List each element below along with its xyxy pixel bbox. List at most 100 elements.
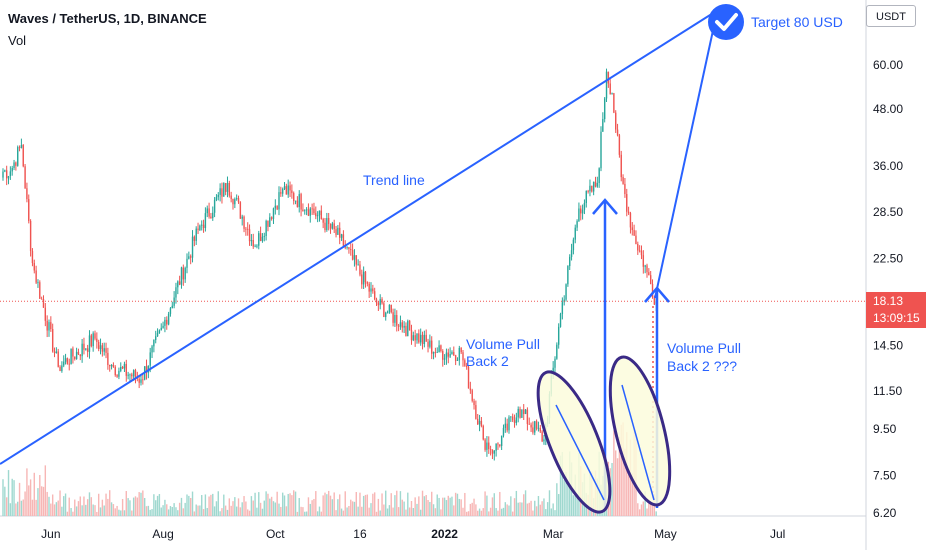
volume-bar [394, 495, 396, 516]
volume-bar [145, 506, 148, 516]
candle-body [94, 333, 96, 339]
volume-bar [272, 501, 275, 516]
candle-body [50, 322, 52, 330]
candle-body [418, 333, 420, 343]
candle-body [396, 315, 398, 326]
volume-bar [85, 504, 87, 516]
volume-bar [390, 493, 392, 516]
candle-body [42, 299, 45, 308]
candle-body [175, 287, 177, 298]
candle-body [557, 326, 560, 345]
volume-bar [158, 494, 161, 516]
candle-body [366, 282, 369, 284]
volume-bar [31, 499, 34, 516]
volume-bar [274, 502, 277, 516]
candle-body [627, 211, 630, 214]
candle-body [226, 182, 229, 192]
volume-bar [405, 509, 407, 516]
volume-bar [269, 498, 271, 516]
volume-bar [554, 510, 556, 516]
candle-body [28, 199, 30, 221]
candle-body [497, 443, 499, 445]
candle-body [633, 230, 635, 236]
volume-bar [259, 502, 262, 516]
volume-bar [337, 499, 339, 516]
candle-body [331, 223, 334, 229]
candle-body [377, 302, 380, 306]
volume-bar [298, 498, 300, 516]
candle-body [592, 181, 595, 192]
volume-bar [429, 501, 431, 516]
trend-line [0, 9, 719, 465]
volume-bar [291, 495, 293, 516]
volume-bar [432, 504, 435, 516]
candle-body [294, 200, 297, 202]
volume-bar [548, 490, 551, 516]
volume-bar [493, 493, 495, 516]
volume-bar [471, 502, 473, 516]
candle-body [499, 444, 501, 446]
currency-badge[interactable]: USDT [866, 5, 916, 27]
candle-body [156, 332, 159, 337]
volume-bar [219, 511, 221, 516]
candle-body [486, 442, 488, 450]
candle-body [460, 347, 462, 353]
candle-body [392, 312, 394, 323]
volume-bar [386, 508, 389, 516]
volume-bar [565, 471, 567, 516]
candle-body [215, 197, 218, 200]
candle-body [278, 192, 280, 210]
volume-bar [131, 510, 133, 516]
candle-body [425, 334, 427, 342]
candle-body [35, 270, 37, 283]
time-tick-label: 2022 [431, 527, 458, 541]
candle-body [324, 222, 326, 231]
candle-body [202, 224, 205, 229]
candle-body [51, 329, 54, 352]
candle-body [373, 291, 376, 300]
volume-bar [254, 492, 256, 516]
candle-body [140, 379, 142, 383]
candle-body [285, 186, 288, 195]
volume-bar [327, 490, 330, 516]
candle-body [622, 177, 624, 184]
candle-body [9, 171, 12, 176]
candle-body [259, 233, 262, 242]
current-price-tag: 18.13 13:09:15 [866, 292, 926, 328]
volume-bar [465, 511, 468, 516]
volume-bar [626, 432, 628, 516]
volume-bar [473, 498, 475, 516]
candle-body [230, 195, 232, 199]
candle-body [184, 267, 186, 280]
volume-bar [361, 506, 363, 516]
candle-body [438, 345, 440, 353]
candle-body [171, 305, 173, 309]
candle-body [458, 347, 461, 361]
candle-body [346, 247, 348, 248]
volume-bar [239, 507, 242, 516]
candle-body [193, 236, 196, 241]
price-tick-label: 60.00 [873, 58, 903, 72]
candle-body [342, 234, 345, 246]
volume-bar [300, 506, 302, 516]
volume-bar [276, 491, 278, 516]
volume-bar [486, 495, 488, 516]
candle-body [607, 71, 610, 84]
candle-body [401, 322, 403, 328]
volume-bar [217, 491, 219, 516]
candle-body [559, 313, 562, 327]
volume-bar [510, 496, 512, 516]
candle-body [177, 281, 179, 288]
volume-bar [86, 499, 89, 516]
volume-bar [559, 455, 562, 516]
volume-bar [169, 506, 172, 516]
volume-bar [478, 508, 481, 516]
volume-bar [142, 490, 144, 516]
volume-bar [18, 482, 21, 516]
candle-body [523, 409, 525, 414]
volume-bar [289, 493, 291, 516]
volume-bar [438, 497, 440, 516]
volume-bar [92, 504, 94, 516]
